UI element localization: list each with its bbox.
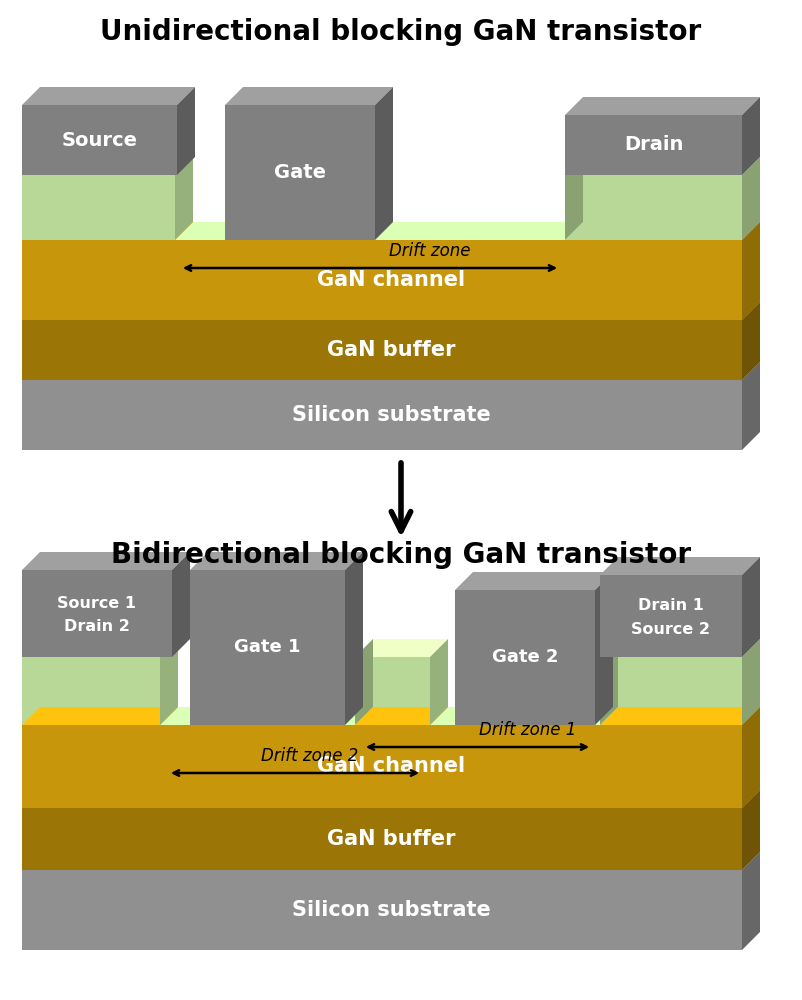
Polygon shape (22, 790, 759, 808)
Polygon shape (225, 87, 392, 105)
Polygon shape (22, 222, 759, 240)
Polygon shape (565, 157, 582, 240)
Polygon shape (22, 87, 195, 105)
Polygon shape (455, 572, 612, 590)
Polygon shape (22, 852, 759, 870)
Text: Silicon substrate: Silicon substrate (291, 405, 490, 425)
Text: Source 1: Source 1 (58, 596, 136, 611)
Polygon shape (741, 707, 759, 808)
Text: Gate: Gate (273, 163, 326, 182)
Polygon shape (22, 105, 176, 175)
Text: GaN buffer: GaN buffer (326, 829, 455, 849)
Text: Drain 1: Drain 1 (638, 598, 703, 613)
Polygon shape (741, 557, 759, 657)
Polygon shape (22, 707, 759, 725)
Polygon shape (22, 362, 759, 380)
Text: Source: Source (62, 130, 137, 149)
Text: Source 2: Source 2 (630, 621, 710, 637)
Polygon shape (375, 87, 392, 240)
Text: GaN channel: GaN channel (317, 756, 464, 776)
Polygon shape (22, 552, 190, 570)
Polygon shape (175, 222, 582, 240)
Polygon shape (741, 97, 759, 175)
Polygon shape (741, 157, 759, 240)
Polygon shape (599, 575, 741, 657)
Text: Drift zone 1: Drift zone 1 (478, 721, 576, 739)
Polygon shape (429, 707, 618, 725)
Polygon shape (741, 362, 759, 450)
Polygon shape (190, 570, 345, 725)
Polygon shape (176, 87, 195, 175)
Polygon shape (565, 115, 741, 175)
Polygon shape (741, 852, 759, 950)
Polygon shape (594, 572, 612, 725)
Polygon shape (565, 157, 759, 175)
Polygon shape (22, 570, 172, 657)
Polygon shape (175, 157, 192, 240)
Text: GaN buffer: GaN buffer (326, 340, 455, 360)
Text: Drain 2: Drain 2 (64, 619, 130, 634)
Polygon shape (599, 557, 759, 575)
Polygon shape (22, 657, 741, 725)
Polygon shape (354, 639, 373, 725)
Polygon shape (22, 808, 741, 870)
Text: Drift zone 2: Drift zone 2 (261, 747, 358, 765)
Polygon shape (741, 302, 759, 380)
Polygon shape (22, 870, 741, 950)
Polygon shape (455, 590, 594, 725)
Polygon shape (160, 639, 178, 725)
Polygon shape (22, 380, 741, 450)
Text: Unidirectional blocking GaN transistor: Unidirectional blocking GaN transistor (100, 18, 701, 46)
Polygon shape (22, 175, 741, 240)
Polygon shape (599, 639, 759, 657)
Polygon shape (22, 240, 741, 320)
Polygon shape (22, 222, 759, 240)
Polygon shape (599, 639, 618, 725)
Polygon shape (172, 552, 190, 657)
Text: Gate 2: Gate 2 (491, 648, 557, 666)
Polygon shape (741, 222, 759, 320)
Polygon shape (741, 707, 759, 808)
Text: GaN channel: GaN channel (317, 270, 464, 290)
Text: Gate 1: Gate 1 (234, 639, 301, 656)
Text: Silicon substrate: Silicon substrate (291, 900, 490, 920)
Polygon shape (741, 222, 759, 320)
Polygon shape (190, 552, 363, 570)
Polygon shape (160, 707, 373, 725)
Text: Drift zone: Drift zone (389, 242, 470, 260)
Polygon shape (741, 790, 759, 870)
Polygon shape (22, 639, 178, 657)
Polygon shape (741, 639, 759, 725)
Polygon shape (345, 552, 363, 725)
Polygon shape (225, 105, 375, 240)
Polygon shape (565, 97, 759, 115)
Polygon shape (22, 320, 741, 380)
Text: Bidirectional blocking GaN transistor: Bidirectional blocking GaN transistor (111, 541, 691, 569)
Polygon shape (22, 302, 759, 320)
Polygon shape (429, 639, 448, 725)
Text: Drain: Drain (623, 135, 683, 154)
Polygon shape (22, 707, 759, 725)
Polygon shape (22, 725, 741, 808)
Polygon shape (22, 157, 192, 175)
Polygon shape (354, 639, 448, 657)
